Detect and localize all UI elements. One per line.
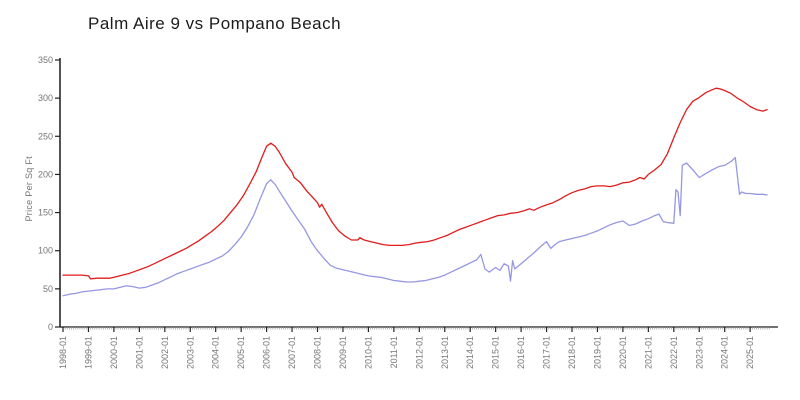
x-tick-label: 2002-01 xyxy=(160,336,170,369)
x-tick-label: 2024-01 xyxy=(720,336,730,369)
x-tick-label: 2001-01 xyxy=(134,336,144,369)
x-tick-label: 2000-01 xyxy=(109,336,119,369)
red-series xyxy=(62,87,768,280)
x-tick-label: 2011-01 xyxy=(389,336,399,368)
x-tick-label: 2025-01 xyxy=(745,336,755,369)
y-tick-label: 50 xyxy=(43,284,53,294)
x-tick-label: 2004-01 xyxy=(211,336,221,369)
x-tick-label: 2014-01 xyxy=(465,336,475,369)
y-tick-label: 300 xyxy=(38,93,53,103)
y-tick-label: 350 xyxy=(38,55,53,65)
x-tick-label: 2009-01 xyxy=(338,336,348,369)
y-tick-label: 0 xyxy=(48,322,53,332)
x-tick-label: 2008-01 xyxy=(313,336,323,369)
x-tick-label: 2022-01 xyxy=(669,336,679,369)
y-tick-label: 100 xyxy=(38,246,53,256)
x-tick-label: 2010-01 xyxy=(363,336,373,369)
x-tick-label: 2016-01 xyxy=(516,336,526,369)
x-tick-label: 1999-01 xyxy=(83,336,93,369)
x-tick-label: 2006-01 xyxy=(262,336,272,369)
x-tick-label: 2018-01 xyxy=(567,336,577,369)
x-tick-label: 2012-01 xyxy=(414,336,424,369)
x-tick-label: 2017-01 xyxy=(542,336,552,369)
x-tick-label: 2005-01 xyxy=(236,336,246,369)
x-axis-minor-ticks xyxy=(64,327,770,330)
y-tick-label: 200 xyxy=(38,169,53,179)
axes xyxy=(59,58,778,328)
chart-title: Palm Aire 9 vs Pompano Beach xyxy=(88,14,342,33)
y-tick-label: 150 xyxy=(38,208,53,218)
x-tick-label: 2007-01 xyxy=(287,336,297,369)
blue-series xyxy=(62,156,768,297)
y-tick-label: 250 xyxy=(38,131,53,141)
x-tick-label: 2015-01 xyxy=(491,336,501,369)
y-axis-ticks: 0 50 100 150 200 250 300 350 xyxy=(38,55,60,332)
x-tick-label: 2003-01 xyxy=(185,336,195,369)
x-tick-label: 2019-01 xyxy=(592,336,602,369)
x-axis-ticks: 1998-01 1999-01 2000-01 2001-01 2002-01 2003-… xyxy=(58,327,755,369)
x-tick-label: 1998-01 xyxy=(58,336,68,369)
x-tick-label: 2023-01 xyxy=(694,336,704,369)
x-tick-label: 2013-01 xyxy=(440,336,450,369)
x-tick-label: 2021-01 xyxy=(643,336,653,369)
x-tick-label: 2020-01 xyxy=(618,336,628,369)
